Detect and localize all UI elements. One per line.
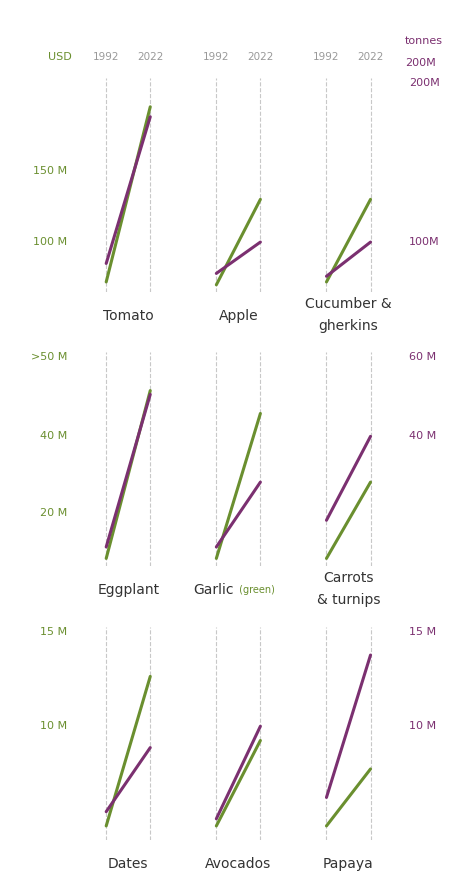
Text: 2022: 2022	[247, 53, 274, 62]
Text: 1992: 1992	[203, 53, 229, 62]
Text: Eggplant: Eggplant	[97, 583, 159, 597]
Text: & turnips: & turnips	[317, 593, 380, 607]
Text: Cucumber &: Cucumber &	[305, 297, 392, 311]
Text: 60 M: 60 M	[409, 352, 436, 362]
Text: Dates: Dates	[108, 857, 149, 871]
Text: 40 M: 40 M	[409, 432, 437, 441]
Text: Apple: Apple	[219, 309, 258, 323]
Text: (green): (green)	[236, 585, 275, 595]
Text: Carrots: Carrots	[323, 571, 374, 586]
Text: 100 M: 100 M	[34, 237, 67, 247]
Text: 10 M: 10 M	[409, 721, 436, 732]
Text: >50 M: >50 M	[31, 352, 67, 362]
Text: 1992: 1992	[93, 53, 119, 62]
Text: 15 M: 15 M	[41, 627, 67, 636]
Text: USD: USD	[48, 53, 72, 62]
Text: 20 M: 20 M	[40, 507, 67, 518]
Text: 15 M: 15 M	[409, 627, 436, 636]
Text: 150 M: 150 M	[34, 166, 67, 176]
Text: 10 M: 10 M	[41, 721, 67, 732]
Text: tonnes: tonnes	[405, 36, 443, 46]
Text: 100M: 100M	[409, 237, 440, 247]
Text: 2022: 2022	[137, 53, 163, 62]
Text: 1992: 1992	[313, 53, 340, 62]
Text: 200M: 200M	[405, 58, 436, 69]
Text: 200M: 200M	[409, 78, 440, 88]
Text: Avocados: Avocados	[205, 857, 271, 871]
Text: gherkins: gherkins	[319, 319, 379, 333]
Text: Tomato: Tomato	[103, 309, 153, 323]
Text: 2022: 2022	[357, 53, 384, 62]
Text: Papaya: Papaya	[323, 857, 374, 871]
Text: Garlic: Garlic	[193, 583, 234, 597]
Text: 40 M: 40 M	[40, 432, 67, 441]
